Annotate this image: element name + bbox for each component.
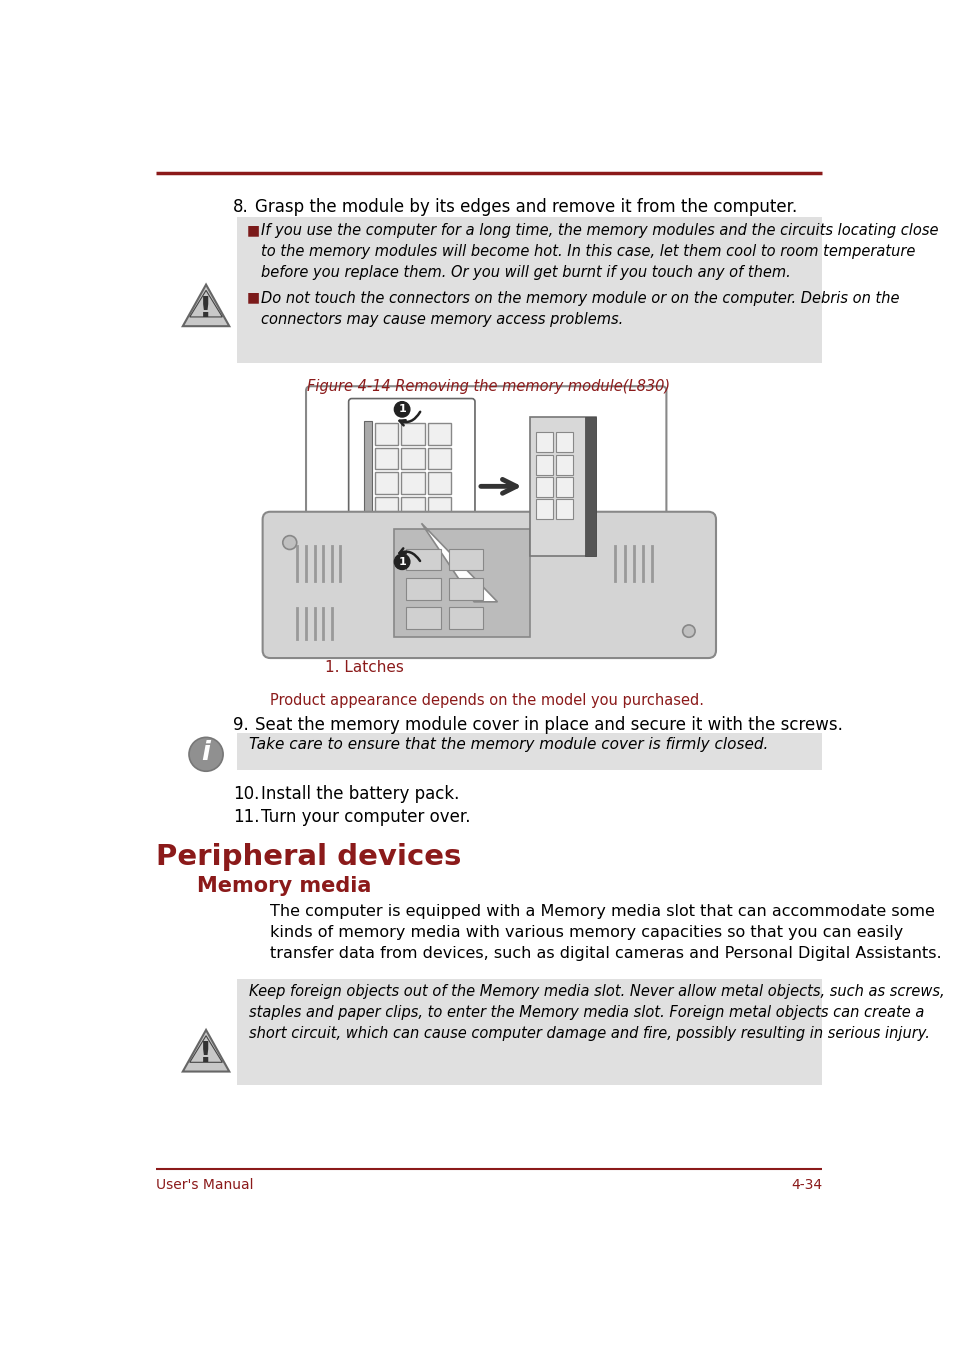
FancyBboxPatch shape (536, 455, 553, 475)
Circle shape (682, 625, 695, 638)
Text: !: ! (199, 295, 213, 323)
Text: If you use the computer for a long time, the memory modules and the circuits loc: If you use the computer for a long time,… (261, 223, 938, 280)
FancyBboxPatch shape (262, 511, 716, 658)
FancyBboxPatch shape (536, 499, 553, 519)
Text: Figure 4-14 Removing the memory module(L830): Figure 4-14 Removing the memory module(L… (307, 378, 670, 394)
Text: i: i (201, 740, 211, 765)
Text: ■: ■ (247, 223, 260, 237)
FancyBboxPatch shape (555, 433, 572, 452)
Text: Memory media: Memory media (196, 876, 371, 896)
Text: User's Manual: User's Manual (155, 1178, 253, 1192)
Polygon shape (530, 417, 596, 555)
FancyBboxPatch shape (375, 472, 397, 494)
FancyBboxPatch shape (427, 448, 451, 469)
FancyBboxPatch shape (406, 578, 440, 600)
FancyBboxPatch shape (375, 448, 397, 469)
FancyBboxPatch shape (448, 607, 483, 629)
Text: Seat the memory module cover in place and secure it with the screws.: Seat the memory module cover in place an… (254, 716, 841, 734)
FancyBboxPatch shape (584, 417, 596, 555)
FancyBboxPatch shape (448, 578, 483, 600)
FancyBboxPatch shape (401, 424, 424, 445)
Text: 1: 1 (397, 405, 406, 414)
Text: Peripheral devices: Peripheral devices (155, 843, 460, 870)
FancyBboxPatch shape (401, 498, 424, 519)
Text: 1. Latches: 1. Latches (324, 660, 403, 675)
Text: Grasp the module by its edges and remove it from the computer.: Grasp the module by its edges and remove… (254, 198, 797, 217)
Text: 4-34: 4-34 (790, 1178, 821, 1192)
FancyBboxPatch shape (448, 549, 483, 570)
Polygon shape (421, 523, 497, 601)
Text: Do not touch the connectors on the memory module or on the computer. Debris on t: Do not touch the connectors on the memor… (261, 291, 899, 327)
FancyBboxPatch shape (394, 530, 530, 638)
Text: The computer is equipped with a Memory media slot that can accommodate some kind: The computer is equipped with a Memory m… (270, 904, 941, 962)
FancyBboxPatch shape (406, 607, 440, 629)
FancyBboxPatch shape (306, 386, 666, 607)
FancyBboxPatch shape (555, 499, 572, 519)
FancyBboxPatch shape (427, 424, 451, 445)
FancyBboxPatch shape (364, 525, 456, 534)
Text: !: ! (199, 1040, 213, 1068)
Text: 8.: 8. (233, 198, 249, 217)
FancyBboxPatch shape (427, 498, 451, 519)
Circle shape (394, 402, 410, 417)
Polygon shape (183, 285, 229, 327)
Circle shape (394, 554, 410, 569)
Text: Keep foreign objects out of the Memory media slot. Never allow metal objects, su: Keep foreign objects out of the Memory m… (249, 983, 944, 1041)
Circle shape (189, 737, 223, 771)
FancyBboxPatch shape (555, 477, 572, 498)
Text: 9.: 9. (233, 716, 249, 734)
Circle shape (282, 535, 296, 550)
FancyBboxPatch shape (536, 433, 553, 452)
FancyBboxPatch shape (375, 424, 397, 445)
FancyBboxPatch shape (401, 472, 424, 494)
FancyBboxPatch shape (401, 448, 424, 469)
FancyBboxPatch shape (348, 398, 475, 574)
Text: Take care to ensure that the memory module cover is firmly closed.: Take care to ensure that the memory modu… (249, 737, 768, 752)
Text: 10.: 10. (233, 785, 259, 803)
Text: Product appearance depends on the model you purchased.: Product appearance depends on the model … (270, 693, 703, 707)
Text: Turn your computer over.: Turn your computer over. (261, 808, 470, 826)
FancyBboxPatch shape (406, 549, 440, 570)
FancyBboxPatch shape (236, 733, 821, 769)
FancyBboxPatch shape (236, 217, 821, 363)
FancyBboxPatch shape (427, 472, 451, 494)
Text: ■: ■ (247, 291, 260, 305)
FancyBboxPatch shape (555, 455, 572, 475)
FancyBboxPatch shape (236, 979, 821, 1085)
Text: 11.: 11. (233, 808, 259, 826)
FancyBboxPatch shape (536, 477, 553, 498)
FancyBboxPatch shape (364, 421, 372, 525)
FancyBboxPatch shape (375, 498, 397, 519)
Polygon shape (183, 1030, 229, 1072)
Text: 1: 1 (397, 557, 406, 566)
Text: Install the battery pack.: Install the battery pack. (261, 785, 459, 803)
